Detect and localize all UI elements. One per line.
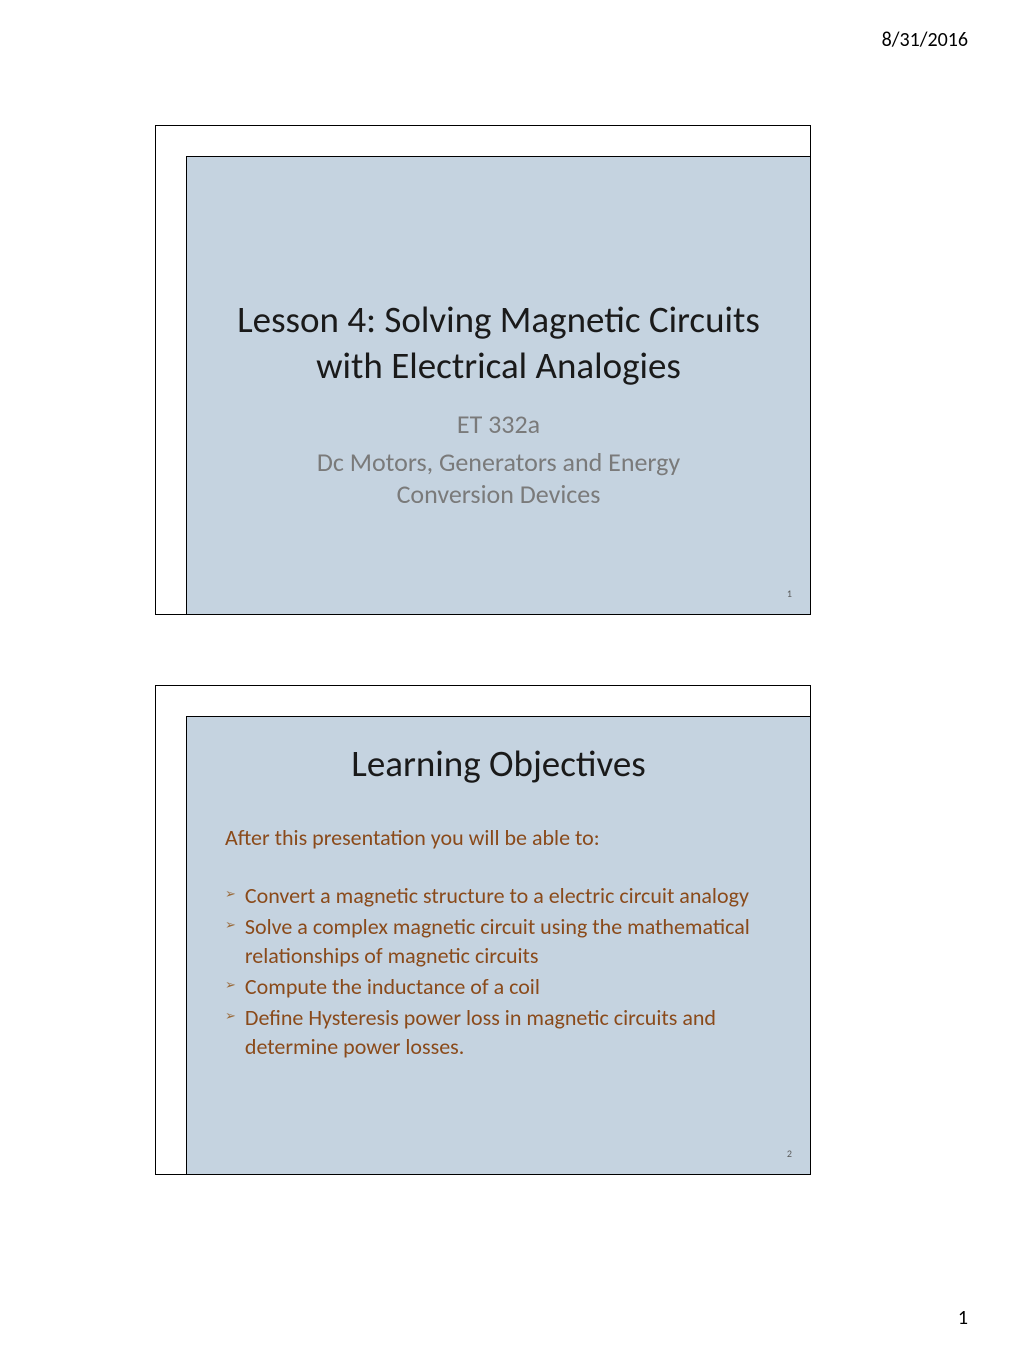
slide-2-outer: Learning Objectives After this presentat… [155, 685, 811, 1175]
slide-1-subtitle1: ET 332a [187, 408, 810, 440]
objective-item: ➢ Solve a complex magnetic circuit using… [225, 912, 780, 971]
objective-text: Compute the inductance of a coil [245, 972, 780, 1002]
bullet-icon: ➢ [225, 917, 236, 935]
slide-2-number: 2 [787, 1147, 792, 1160]
objective-item: ➢ Define Hysteresis power loss in magnet… [225, 1003, 780, 1062]
objective-text: Define Hysteresis power loss in magnetic… [245, 1003, 780, 1062]
bullet-icon: ➢ [225, 1008, 236, 1026]
objective-item: ➢ Compute the inductance of a coil [225, 972, 780, 1002]
header-date: 8/31/2016 [882, 28, 968, 52]
slide-1-subtitle2: Dc Motors, Generators and Energy Convers… [187, 446, 810, 511]
page-number: 1 [958, 1306, 968, 1330]
slide-1-outer: Lesson 4: Solving Magnetic Circuits with… [155, 125, 811, 615]
slide-2-intro: After this presentation you will be able… [225, 824, 810, 851]
slide-2-objectives-list: ➢ Convert a magnetic structure to a elec… [225, 881, 780, 1062]
objective-text: Solve a complex magnetic circuit using t… [245, 912, 780, 971]
slide-1-title: Lesson 4: Solving Magnetic Circuits with… [187, 297, 810, 390]
objective-item: ➢ Convert a magnetic structure to a elec… [225, 881, 780, 911]
slide-1-inner: Lesson 4: Solving Magnetic Circuits with… [186, 156, 811, 615]
bullet-icon: ➢ [225, 886, 236, 904]
slide-1-number: 1 [787, 587, 792, 600]
slide-2-heading: Learning Objectives [187, 741, 810, 786]
slide-2-inner: Learning Objectives After this presentat… [186, 716, 811, 1175]
bullet-icon: ➢ [225, 977, 236, 995]
objective-text: Convert a magnetic structure to a electr… [245, 881, 780, 911]
